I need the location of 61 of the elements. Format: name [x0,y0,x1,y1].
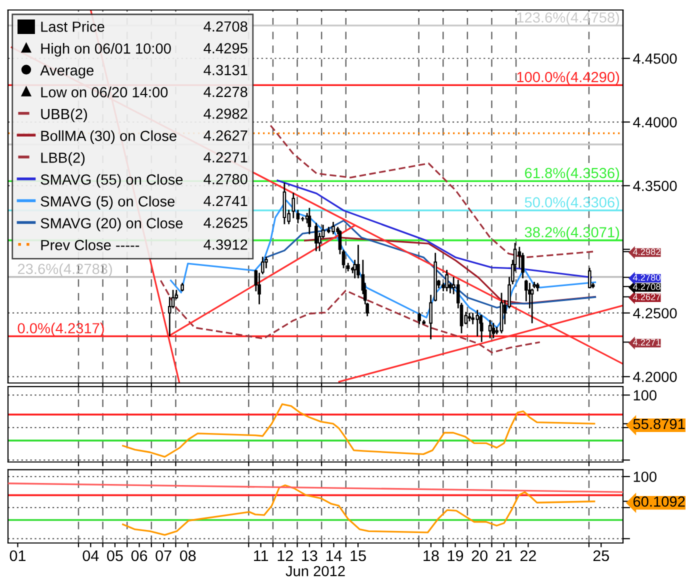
ref-line-label: 38.2%(4.3071) [524,226,620,240]
x-tick-label: 15 [350,550,366,562]
annotation: 4.2278 [204,86,248,98]
y-tick-label: 4.3500 [633,180,677,192]
x-tick-label: 22 [520,550,536,562]
legend-label: Last Price [41,21,104,32]
annotation: 4.3912 [204,239,248,250]
legend-label: Prev Close ----- [41,240,140,250]
ref-line-label: 0.0%(4.2317) [18,322,104,336]
y-tick-label: 100 [634,472,656,482]
y-tick-label: 4.2500 [633,308,677,318]
legend-label: SMAVG (55) on Close [40,174,183,188]
annotation: 4.3131 [204,64,248,76]
legend-label: High on 06/01 10:00 [41,43,171,57]
x-tick-label: 11 [254,550,268,562]
legend-label: UBB(2) [41,108,87,122]
legend-label: Average [40,65,94,78]
annotation: 4.4295 [204,43,248,54]
x-tick-label: 07 [156,550,172,562]
legend-label: BollMA (30) on Close [41,130,176,144]
x-tick-label: 19 [448,550,464,562]
legend-label: SMAVG (20) on Close [40,218,183,232]
ref-line-label: 23.6%(4.2783) [18,263,112,277]
annotation: 4.2982 [204,108,248,119]
ref-line-label: 50.0%(4.3306) [524,196,620,210]
x-tick-label: 20 [472,550,488,562]
x-tick-label: 04 [82,550,99,562]
x-tick-label: 13 [302,550,318,562]
x-axis-title: Jun 2012 [286,566,345,576]
legend-label: LBB(2) [41,152,85,166]
x-tick-label: 25 [593,550,609,562]
x-tick-label: 05 [107,550,123,562]
annotation: 4.2271 [204,152,248,162]
y-tick-label: 60.1092 [633,496,685,507]
ref-line-label: 61.8%(4.3536) [525,168,620,182]
y-tick-label: 4.4000 [633,117,677,128]
x-tick-label: 01 [10,550,26,562]
annotation: 4.2625 [204,218,248,228]
y-tick-label: 4.2000 [633,372,677,382]
x-tick-label: 18 [424,550,439,562]
y-tick-label: 55.8791 [633,418,685,430]
y-tick-label: 100 [634,390,656,400]
y2-tick-label: 4.2780 [632,274,660,281]
x-tick-label: 08 [180,550,196,562]
y-tick-label: 4.4500 [633,53,677,64]
annotation: 4.2780 [204,174,248,184]
y2-tick-label: 4.2982 [632,248,660,256]
x-tick-label: 21 [496,550,512,562]
legend-label: SMAVG (5) on Close [40,196,175,210]
y2-tick-label: 4.2271 [632,339,660,346]
y2-tick-label: 4.2708 [632,283,660,290]
y2-tick-label: 4.2627 [632,294,660,300]
annotation: 4.2741 [204,196,248,206]
annotation: 4.2627 [204,130,248,141]
annotation: 4.2708 [204,21,248,32]
ref-line-label: 123.6%(4.4758) [517,12,620,26]
ref-line-label: 100.0%(4.4290) [517,72,620,86]
legend-label: Low on 06/20 14:00 [41,86,168,98]
x-tick-label: 14 [326,550,342,562]
x-tick-label: 12 [278,550,293,562]
x-tick-label: 06 [131,550,148,562]
